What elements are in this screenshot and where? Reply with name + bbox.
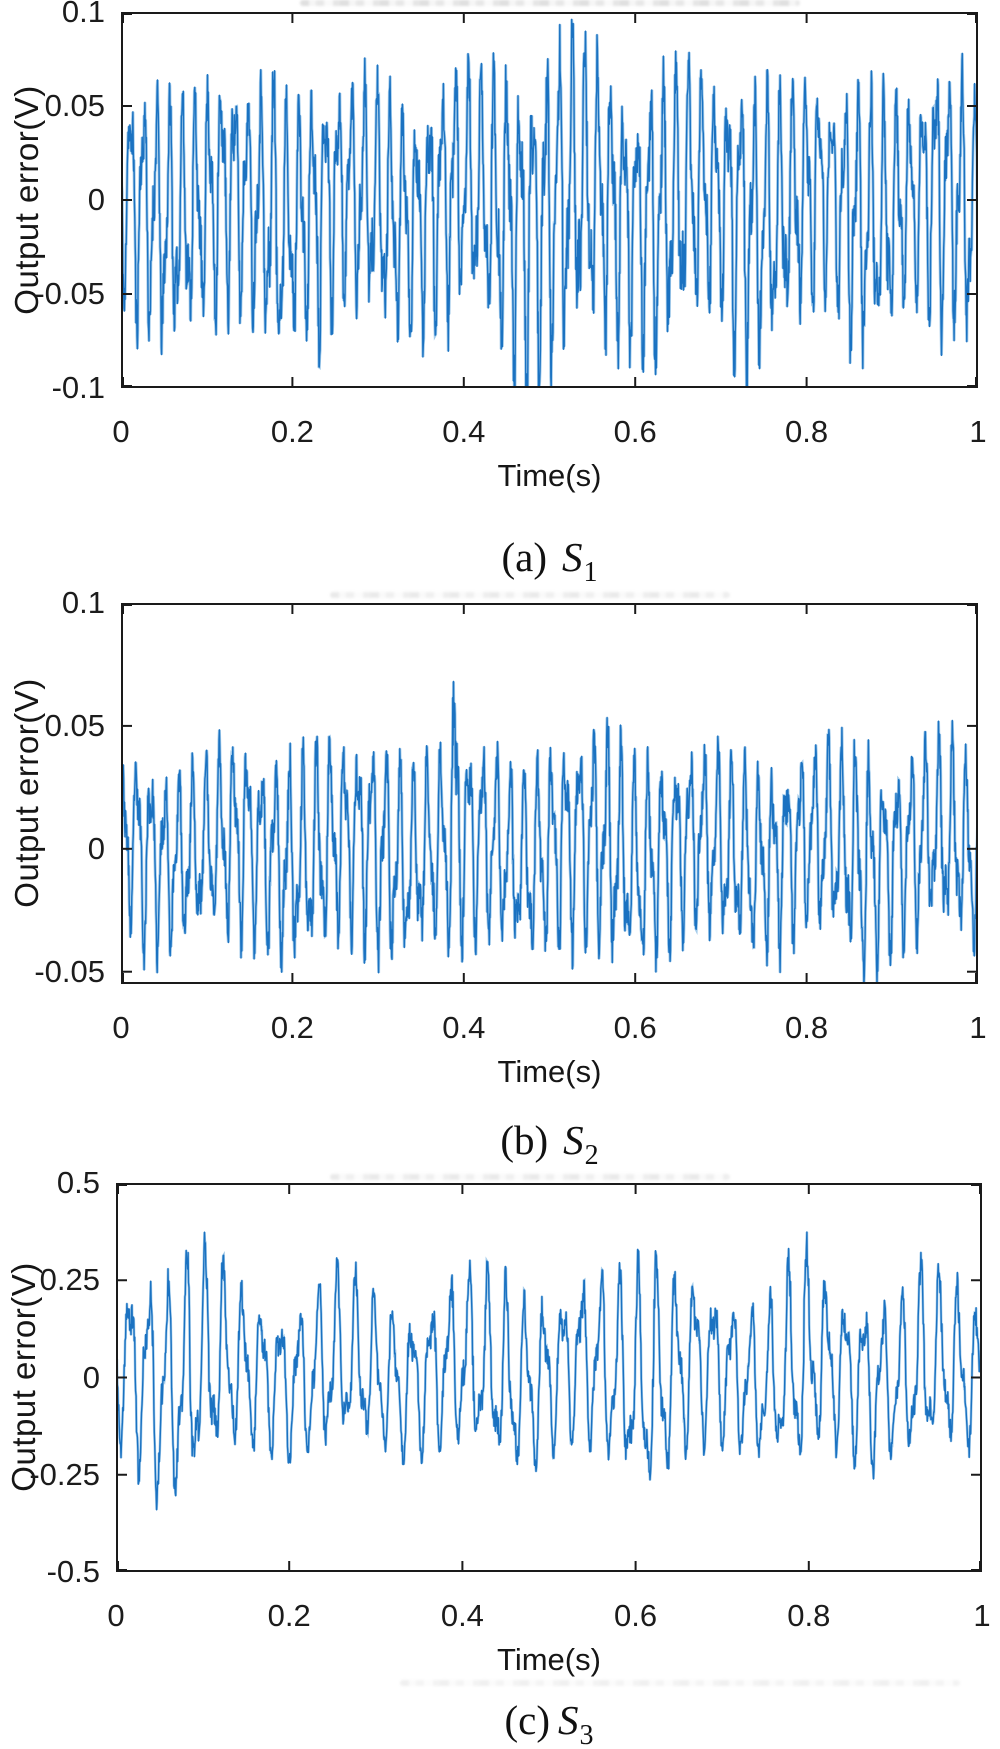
cropped-title-artifact-c <box>330 1174 730 1180</box>
x-tick-label: 0 <box>107 1598 125 1633</box>
x-tick-label: 0.2 <box>267 1598 311 1633</box>
x-tick-label: 0.4 <box>440 1598 484 1633</box>
plot-canvas <box>121 12 978 388</box>
y-tick-labels: 0.1 0.05 0 -0.05 <box>0 585 111 989</box>
y-axis-label: Output error(V) <box>8 85 45 315</box>
x-tick-labels: 0 0.2 0.4 0.6 0.8 1 <box>112 1010 986 1048</box>
x-tick-label: 0 <box>112 414 130 449</box>
plot-border <box>121 12 978 388</box>
x-tick-label: 0.2 <box>270 1010 314 1045</box>
y-tick-label: 0.05 <box>44 707 105 743</box>
subfigure-caption-b: (b) S2 <box>121 1116 978 1171</box>
signal-trace-halo <box>123 19 976 386</box>
x-tick-labels: 0 0.2 0.4 0.6 0.8 1 <box>112 414 986 452</box>
caption-symbol: S <box>562 534 583 580</box>
caption-symbol: S <box>558 1697 579 1743</box>
caption-subscript: 3 <box>579 1720 594 1749</box>
x-axis-label: Time(s) <box>497 458 602 493</box>
caption-prefix: (c) <box>504 1697 550 1743</box>
x-tick-label: 0.4 <box>442 1010 486 1045</box>
x-tick-label: 0 <box>112 1010 130 1045</box>
x-tick-label: 0.8 <box>785 1010 829 1045</box>
y-tick-label: 0.1 <box>61 585 105 620</box>
y-tick-label: -0.25 <box>29 1456 100 1492</box>
caption-subscript: 2 <box>584 1140 599 1171</box>
x-tick-label: 0.8 <box>787 1598 831 1633</box>
signal-trace-halo <box>118 1231 980 1510</box>
y-tick-label: -0.05 <box>34 953 105 989</box>
caption-subscript: 1 <box>583 557 598 588</box>
y-tick-label: 0.25 <box>39 1262 100 1298</box>
x-tick-label: 0.4 <box>442 414 486 449</box>
x-tick-label: 0.6 <box>613 1010 657 1045</box>
plot-area-s2 <box>121 603 978 984</box>
y-tick-label: -0.5 <box>46 1554 100 1589</box>
plot-border <box>121 603 978 984</box>
y-tick-label: -0.05 <box>34 276 105 311</box>
caption-symbol: S <box>563 1117 584 1163</box>
plot-canvas <box>121 603 978 984</box>
plot-area-s3 <box>116 1183 982 1572</box>
cropped-title-artifact-a <box>300 0 800 6</box>
x-tick-label: 0.2 <box>270 414 314 449</box>
x-tick-label: 0.6 <box>613 414 657 449</box>
signal-trace <box>118 1231 980 1511</box>
x-tick-label: 1 <box>969 414 987 449</box>
plot-border <box>116 1183 982 1572</box>
y-tick-label: 0.1 <box>61 0 105 29</box>
x-tick-label: 0.8 <box>785 414 829 449</box>
x-tick-label: 1 <box>969 1010 987 1045</box>
y-tick-label: 0 <box>87 830 105 866</box>
caption-prefix: (a) <box>501 534 547 580</box>
x-axis-label: Time(s) <box>497 1642 601 1677</box>
y-tick-label: -0.1 <box>51 370 105 405</box>
y-tick-labels: 0.1 0.05 0 -0.05 -0.1 <box>0 0 111 405</box>
cropped-text-artifact-c2 <box>400 1680 960 1686</box>
y-tick-label: 0 <box>87 182 105 217</box>
y-tick-labels: 0.5 0.25 0 -0.25 -0.5 <box>0 1165 106 1589</box>
plot-area-s1 <box>121 12 978 388</box>
y-axis-label: Output error(V) <box>5 1262 42 1492</box>
x-tick-label: 0.6 <box>614 1598 658 1633</box>
y-tick-label: 0.05 <box>44 88 105 123</box>
signal-trace-halo <box>123 681 976 982</box>
cropped-title-artifact-b <box>330 592 730 598</box>
signal-trace <box>123 680 976 982</box>
caption-prefix: (b) <box>500 1117 549 1163</box>
y-tick-label: 0.5 <box>56 1165 100 1200</box>
y-tick-label: 0 <box>82 1359 100 1395</box>
plot-canvas <box>116 1183 982 1572</box>
y-axis-label: Output error(V) <box>8 678 45 908</box>
x-tick-labels: 0 0.2 0.4 0.6 0.8 1 <box>107 1598 990 1636</box>
signal-trace <box>123 18 976 386</box>
x-axis-label: Time(s) <box>497 1054 602 1089</box>
subfigure-caption-c: (c) S3 <box>116 1696 982 1749</box>
subfigure-caption-a: (a) S1 <box>121 533 978 588</box>
x-tick-label: 1 <box>973 1598 991 1633</box>
